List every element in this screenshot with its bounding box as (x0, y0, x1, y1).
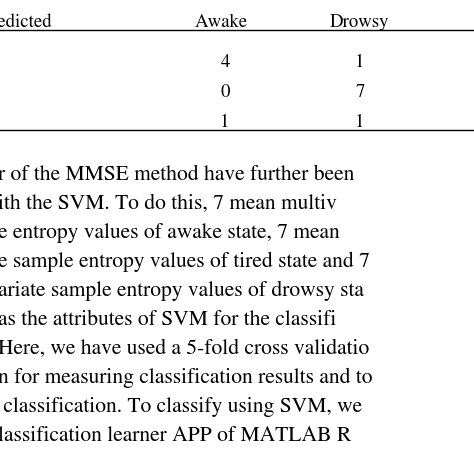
Text: e sample entropy values of tired state and 7: e sample entropy values of tired state a… (0, 252, 370, 272)
Text: Drowsy: Drowsy (330, 13, 389, 30)
Text: 1: 1 (220, 113, 230, 130)
Text: as the attributes of SVM for the classifi: as the attributes of SVM for the classif… (0, 310, 337, 330)
Text: ariate sample entropy values of drowsy sta: ariate sample entropy values of drowsy s… (0, 281, 364, 301)
Text: n for measuring classification results and to: n for measuring classification results a… (0, 368, 373, 388)
Text: classification. To classify using SVM, we: classification. To classify using SVM, w… (0, 397, 362, 417)
Text: 4: 4 (220, 54, 230, 71)
Text: 1: 1 (355, 113, 365, 130)
Text: r of the MMSE method have further been: r of the MMSE method have further been (0, 165, 355, 185)
Text: 7: 7 (356, 83, 365, 100)
Text: lassification learner APP of MATLAB R: lassification learner APP of MATLAB R (0, 426, 351, 446)
Text: e entropy values of awake state, 7 mean: e entropy values of awake state, 7 mean (0, 223, 340, 243)
Text: ith the SVM. To do this, 7 mean multiv: ith the SVM. To do this, 7 mean multiv (0, 194, 337, 214)
Text: Awake: Awake (195, 13, 248, 30)
Text: 0: 0 (220, 83, 230, 100)
Text: Here, we have used a 5-fold cross validatio: Here, we have used a 5-fold cross valida… (0, 339, 369, 359)
Text: redicted: redicted (0, 13, 53, 30)
Text: 1: 1 (355, 54, 365, 71)
